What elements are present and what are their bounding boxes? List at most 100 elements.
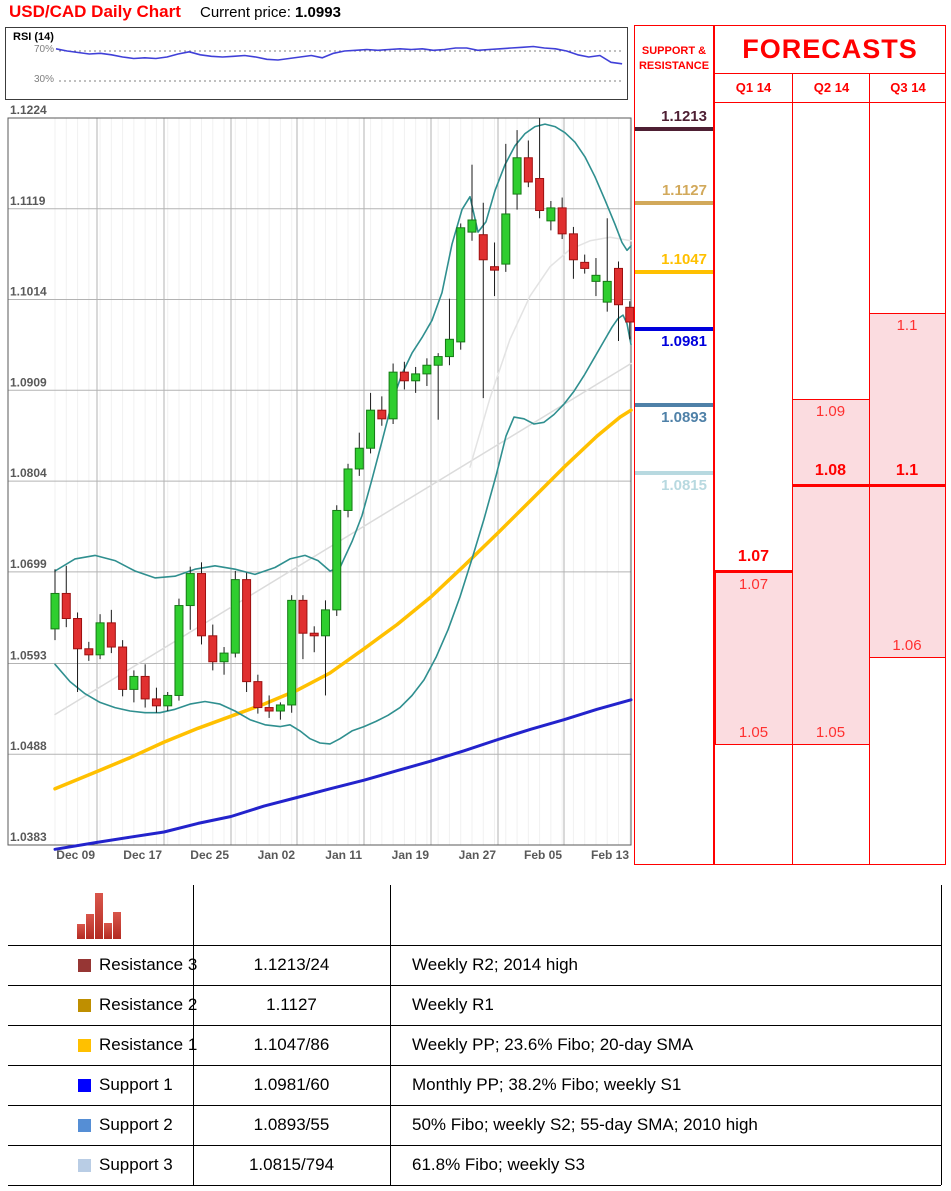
forecasts-title: FORECASTS [715, 26, 945, 74]
candle-down [580, 261, 590, 269]
forecast-range-value: 1.05 [738, 723, 769, 741]
candle-down [309, 632, 319, 637]
level-value: 1.0893/55 [253, 1115, 330, 1134]
candle-down [73, 618, 83, 650]
candle-up [591, 274, 601, 282]
current-price-label: Current price: [200, 4, 291, 21]
candle-down [242, 579, 252, 683]
x-axis-label: Dec 25 [190, 848, 229, 862]
level-color-marker [78, 1039, 91, 1052]
forecast-range-value: 1.05 [815, 723, 846, 741]
candle-down [298, 599, 308, 634]
page-title: USD/CAD Daily Chart [9, 2, 181, 21]
bollinger-upper-band [54, 123, 632, 579]
y-axis-label: 1.0488 [10, 739, 47, 753]
sr-level-value: 1.1047 [661, 251, 707, 268]
candle-up [129, 675, 139, 690]
candle-up [366, 409, 376, 449]
candlestick-chart: 1.1224 1.1119 1.1014 1.0909 1.0804 1.0699 1.05… [7, 104, 635, 862]
level-description: Monthly PP; 38.2% Fibo; weekly S1 [412, 1075, 682, 1094]
candle-down [118, 646, 128, 690]
trendline [54, 362, 632, 716]
forecast-range-box [792, 399, 870, 745]
candle-down [625, 306, 635, 323]
y-axis-label: 1.0699 [10, 557, 47, 571]
candle-up [444, 338, 454, 358]
sr-level-value: 1.1213 [661, 107, 707, 125]
histogram-icon [77, 893, 125, 939]
rsi-line [55, 45, 623, 65]
sr-level-line [635, 470, 713, 475]
candle-down [197, 573, 207, 637]
candle-up [512, 157, 522, 195]
forecast-range-value: 1.1 [896, 316, 918, 334]
candle-up [174, 605, 184, 696]
candle-up [287, 599, 297, 706]
support-resistance-panel: SUPPORT & RESISTANCE 1.1213 1.1127 1.1047 1… [634, 25, 714, 865]
forecast-q2-header: Q2 14 [792, 74, 870, 103]
y-axis-label: 1.0383 [10, 830, 47, 844]
rsi-line-chart [55, 45, 623, 82]
forecast-q3-header: Q3 14 [869, 74, 946, 103]
sr-level-line [635, 327, 713, 332]
rsi-30-tick-label: 30% [33, 74, 54, 85]
forecast-range-value: 1.07 [738, 575, 769, 593]
candle-up [602, 280, 612, 303]
forecast-q1-header: Q1 14 [715, 74, 792, 103]
candle-up [332, 509, 342, 611]
candle-down [535, 178, 545, 211]
candle-up [433, 356, 443, 366]
y-axis-label: 1.0593 [10, 648, 47, 662]
level-description: Weekly PP; 23.6% Fibo; 20-day SMA [412, 1035, 694, 1054]
sr-header-line1: SUPPORT & [641, 45, 707, 57]
forecast-range-value: 1.09 [815, 403, 846, 421]
sr-level-value: 1.0893 [661, 409, 707, 427]
x-axis-label: Jan 19 [392, 848, 430, 862]
level-color-marker [78, 1119, 91, 1132]
candle-up [275, 704, 285, 712]
sma20-line [469, 236, 632, 468]
sr-level-value: 1.0815 [661, 476, 707, 494]
table-row-divider [8, 1145, 941, 1146]
table-column-divider [390, 885, 391, 1185]
candle-down [84, 648, 94, 656]
forecast-range-box [715, 571, 793, 745]
y-axis-label: 1.0804 [10, 466, 47, 480]
level-value: 1.1047/86 [253, 1035, 330, 1054]
candle-up [546, 207, 556, 222]
candle-up [185, 573, 195, 607]
table-column-divider [193, 885, 194, 1185]
x-axis-label: Jan 11 [325, 848, 362, 862]
long-sma-line [53, 698, 633, 851]
x-axis-label: Feb 13 [591, 848, 629, 862]
table-row-divider [8, 1025, 941, 1026]
candle-down [399, 371, 409, 382]
table-row-divider [8, 985, 941, 986]
forecast-point-line [792, 484, 870, 488]
candle-down [478, 234, 488, 261]
sr-level-value: 1.1127 [661, 181, 707, 199]
forecast-point-value: 1.07 [737, 547, 770, 565]
forecast-range-value: 1.06 [892, 637, 922, 655]
y-axis-label: 1.0909 [10, 375, 47, 389]
forecast-point-line [869, 484, 946, 488]
candle-down [208, 635, 218, 663]
candle-down [490, 266, 500, 271]
sr-level-value: 1.0981 [661, 333, 707, 351]
level-color-marker [78, 1079, 91, 1092]
forecast-point-line [715, 570, 793, 574]
rsi-panel: RSI (14) 70% 30% [5, 27, 628, 100]
level-value: 1.1127 [266, 995, 317, 1014]
x-axis-label: Dec 09 [56, 848, 95, 862]
candle-down [106, 622, 116, 648]
level-value: 1.1213/24 [253, 955, 330, 974]
level-name: Resistance 2 [99, 995, 198, 1014]
level-name: Resistance 3 [99, 955, 198, 974]
candle-down [557, 207, 567, 235]
table-column-divider [941, 885, 942, 1185]
sr-level-line [635, 403, 713, 408]
x-axis-label: Jan 27 [459, 848, 497, 862]
level-value: 1.0981/60 [253, 1075, 330, 1094]
candle-up [230, 579, 240, 654]
level-description: Weekly R2; 2014 high [412, 955, 579, 974]
